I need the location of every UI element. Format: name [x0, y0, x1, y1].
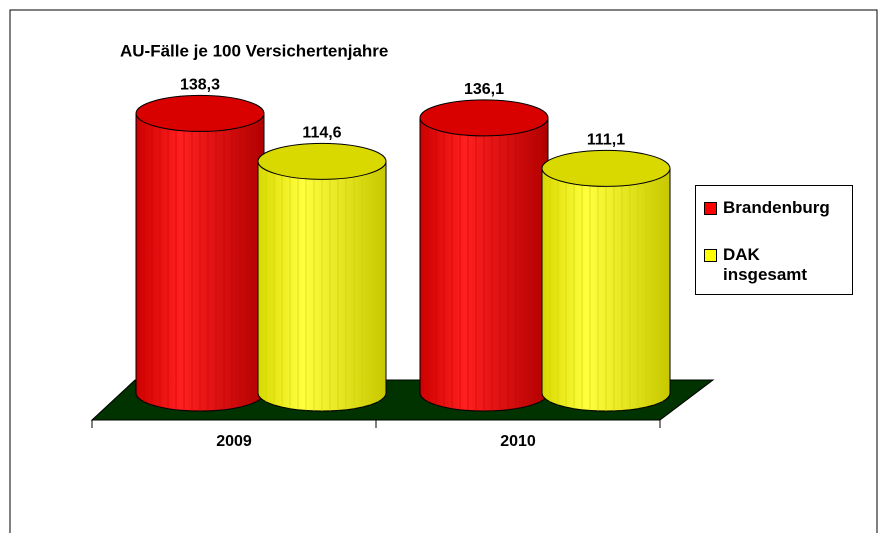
legend-label: Brandenburg [723, 198, 830, 217]
cylinder-top [541, 149, 671, 187]
legend-item: DAK insgesamt [704, 245, 808, 285]
legend-label: DAK insgesamt [723, 245, 808, 284]
legend: Brandenburg DAK insgesamt [695, 185, 853, 295]
x-tick-label: 2010 [500, 433, 536, 450]
value-label: 111,1 [587, 132, 625, 149]
legend-swatch [704, 202, 717, 215]
value-label: 136,1 [464, 81, 504, 98]
frame [9, 9, 878, 538]
legend-swatch [704, 249, 717, 262]
x-tick-label: 2009 [216, 433, 252, 450]
cylinder-top [257, 142, 387, 180]
cylinder-top [419, 99, 549, 137]
legend-item: Brandenburg [704, 198, 843, 218]
chart-title: AU-Fälle je 100 Versichertenjahre [120, 41, 388, 60]
cylinder-top [135, 94, 265, 132]
value-label: 114,6 [302, 125, 341, 142]
value-label: 138,3 [180, 77, 220, 94]
